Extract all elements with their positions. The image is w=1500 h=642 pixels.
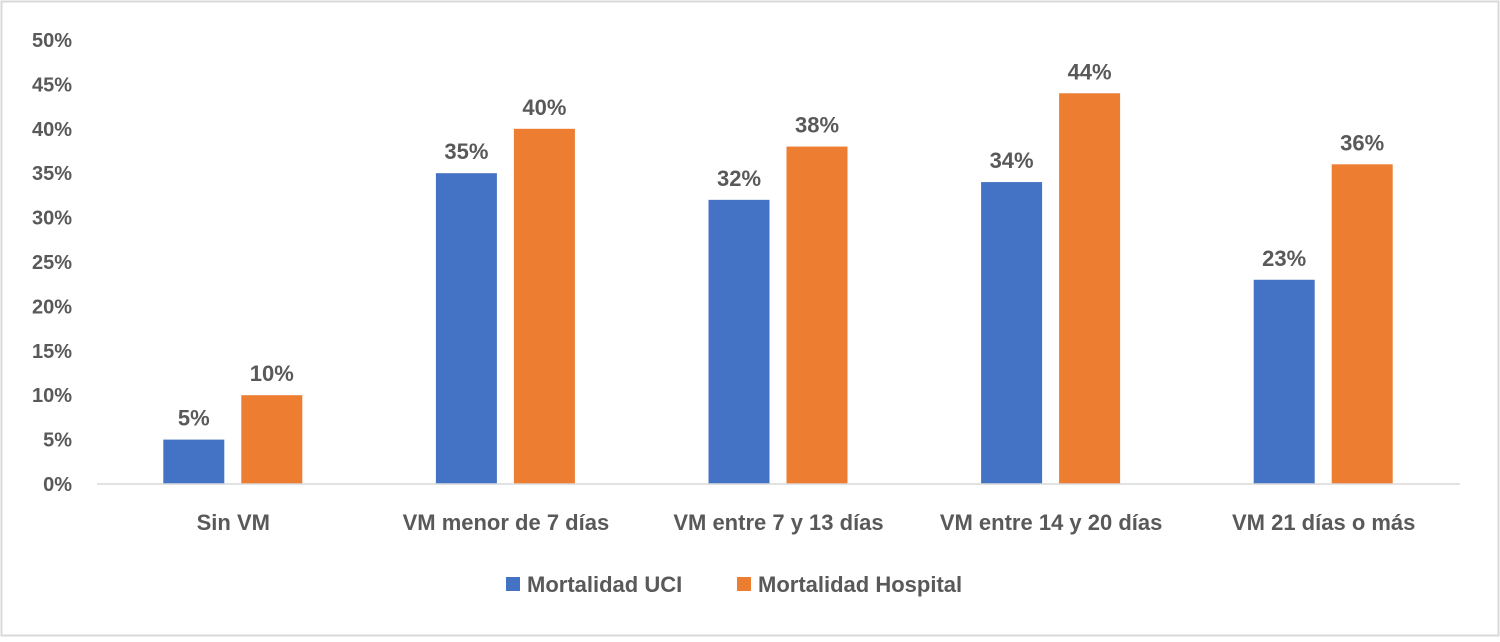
x-tick-label: Sin VM [197, 510, 270, 535]
y-tick-label: 10% [32, 385, 72, 407]
data-label: 44% [1068, 59, 1112, 84]
legend-label: Mortalidad UCI [527, 572, 682, 597]
y-tick-label: 30% [32, 208, 72, 230]
data-label: 5% [178, 406, 210, 431]
bar-uci [1253, 279, 1315, 484]
bar-hospital [241, 395, 303, 484]
y-tick-label: 35% [32, 163, 72, 185]
bar-uci [163, 439, 225, 484]
bar-uci [981, 182, 1043, 484]
y-tick-label: 0% [43, 474, 72, 496]
x-tick-label: VM entre 14 y 20 días [940, 510, 1163, 535]
data-label: 40% [522, 95, 566, 120]
legend-swatch [506, 577, 520, 591]
bars: 5% 10% 35% 40% 32% 38% 34% 44% 23% 36% [163, 59, 1393, 485]
y-tick-label: 5% [43, 430, 72, 452]
bar-hospital [1331, 164, 1393, 484]
y-tick-label: 15% [32, 341, 72, 363]
x-axis: Sin VM VM menor de 7 días VM entre 7 y 13 … [197, 510, 1416, 535]
data-label: 32% [717, 166, 761, 191]
y-tick-label: 45% [32, 74, 72, 96]
bar-hospital [513, 128, 575, 485]
y-axis: 0% 5% 10% 15% 20% 25% 30% 35% 40% 45% 50% [32, 30, 72, 496]
bar-hospital [786, 146, 848, 484]
legend: Mortalidad UCI Mortalidad Hospital [506, 572, 962, 597]
y-tick-label: 20% [32, 296, 72, 318]
data-label: 10% [250, 361, 294, 386]
data-label: 36% [1340, 130, 1384, 155]
data-label: 38% [795, 113, 839, 138]
bar-uci [435, 173, 497, 484]
y-tick-label: 25% [32, 252, 72, 274]
bar-hospital [1059, 93, 1121, 484]
x-tick-label: VM 21 días o más [1232, 510, 1415, 535]
x-tick-label: VM menor de 7 días [403, 510, 610, 535]
y-tick-label: 50% [32, 30, 72, 52]
data-label: 35% [444, 139, 488, 164]
legend-swatch [737, 577, 751, 591]
data-label: 23% [1262, 246, 1306, 271]
data-label: 34% [990, 148, 1034, 173]
x-tick-label: VM entre 7 y 13 días [673, 510, 883, 535]
legend-label: Mortalidad Hospital [758, 572, 962, 597]
bar-uci [708, 199, 770, 484]
y-tick-label: 40% [32, 119, 72, 141]
